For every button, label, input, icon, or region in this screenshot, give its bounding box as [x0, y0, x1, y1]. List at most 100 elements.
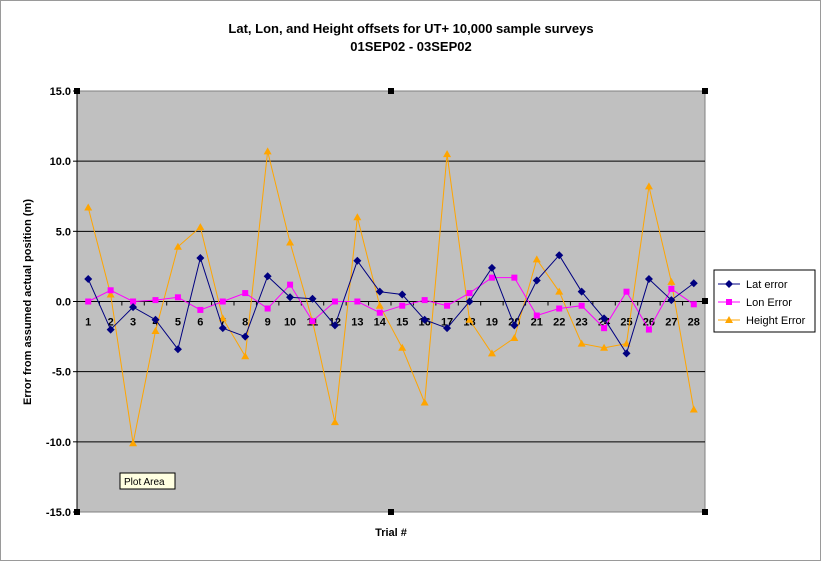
y-axis-title: Error from assumed actual position (m)	[22, 199, 34, 405]
data-point[interactable]	[106, 290, 115, 298]
data-point[interactable]	[375, 301, 384, 309]
data-point[interactable]	[556, 305, 563, 312]
data-point[interactable]	[510, 333, 519, 341]
data-point[interactable]	[399, 302, 406, 309]
data-point[interactable]	[309, 318, 316, 325]
data-point[interactable]	[286, 238, 295, 246]
data-point[interactable]	[421, 297, 428, 304]
data-point[interactable]	[667, 296, 676, 305]
data-point[interactable]	[151, 326, 160, 334]
data-point[interactable]	[644, 275, 653, 284]
data-point[interactable]	[487, 263, 496, 272]
legend-marker[interactable]	[725, 316, 733, 323]
data-point[interactable]	[555, 287, 564, 295]
data-point[interactable]	[577, 287, 586, 296]
data-point[interactable]	[308, 294, 317, 303]
data-point[interactable]	[623, 288, 630, 295]
data-point[interactable]	[129, 303, 138, 312]
data-point[interactable]	[420, 315, 429, 324]
selection-handle[interactable]	[74, 509, 80, 515]
legend-label: Lon Error	[746, 297, 792, 309]
data-point[interactable]	[241, 332, 250, 341]
data-point[interactable]	[376, 309, 383, 316]
data-point[interactable]	[196, 223, 205, 231]
data-point[interactable]	[241, 352, 250, 360]
data-point[interactable]	[353, 213, 362, 221]
data-point[interactable]	[197, 306, 204, 313]
selection-handle[interactable]	[388, 509, 394, 515]
data-point[interactable]	[218, 314, 227, 322]
data-point[interactable]	[533, 312, 540, 319]
data-point[interactable]	[398, 290, 407, 299]
data-point[interactable]	[84, 203, 93, 211]
data-point[interactable]	[219, 298, 226, 305]
data-point[interactable]	[690, 301, 697, 308]
data-point[interactable]	[510, 321, 519, 330]
data-point[interactable]	[532, 255, 541, 263]
data-point[interactable]	[645, 326, 652, 333]
data-point[interactable]	[444, 302, 451, 309]
data-point[interactable]	[398, 343, 407, 351]
data-point[interactable]	[689, 279, 698, 288]
data-point[interactable]	[465, 297, 474, 306]
data-point[interactable]	[129, 439, 138, 447]
legend-item[interactable]: Lon Error	[718, 297, 792, 309]
selection-handle[interactable]	[702, 509, 708, 515]
data-point[interactable]	[375, 287, 384, 296]
plot-area-selection-handles[interactable]	[74, 88, 708, 515]
data-point[interactable]	[286, 293, 295, 302]
data-point[interactable]	[130, 298, 137, 305]
data-point[interactable]	[443, 150, 452, 158]
legend[interactable]: Lat error Lon Error Height Error	[713, 269, 816, 333]
legend-marker[interactable]	[726, 299, 732, 305]
data-point[interactable]	[600, 314, 609, 323]
selection-handle[interactable]	[702, 88, 708, 94]
data-point[interactable]	[644, 182, 653, 190]
data-point[interactable]	[196, 253, 205, 262]
data-point[interactable]	[577, 339, 586, 347]
legend-marker[interactable]	[725, 280, 733, 288]
legend-item[interactable]: Height Error	[718, 315, 806, 327]
data-point[interactable]	[263, 147, 272, 155]
data-point[interactable]	[622, 339, 631, 347]
data-point[interactable]	[668, 285, 675, 292]
data-point[interactable]	[173, 242, 182, 250]
data-point[interactable]	[667, 277, 676, 285]
data-point[interactable]	[151, 315, 160, 324]
data-point[interactable]	[85, 298, 92, 305]
data-point[interactable]	[331, 298, 338, 305]
data-point[interactable]	[173, 345, 182, 354]
selection-handle[interactable]	[388, 88, 394, 94]
legend-item[interactable]: Lat error	[718, 279, 788, 291]
selection-handle[interactable]	[702, 298, 708, 304]
data-point[interactable]	[152, 297, 159, 304]
selection-handle[interactable]	[74, 88, 80, 94]
data-point[interactable]	[354, 298, 361, 305]
data-point[interactable]	[466, 290, 473, 297]
data-point[interactable]	[330, 418, 339, 426]
data-point[interactable]	[106, 325, 115, 334]
data-point[interactable]	[465, 315, 474, 323]
data-point[interactable]	[218, 324, 227, 333]
data-point[interactable]	[330, 321, 339, 330]
data-point[interactable]	[242, 290, 249, 297]
data-point[interactable]	[264, 305, 271, 312]
data-point[interactable]	[600, 343, 609, 351]
data-point[interactable]	[420, 398, 429, 406]
data-point[interactable]	[488, 274, 495, 281]
data-point[interactable]	[511, 274, 518, 281]
data-point[interactable]	[622, 349, 631, 358]
data-point[interactable]	[107, 287, 114, 294]
data-point[interactable]	[263, 272, 272, 281]
data-point[interactable]	[287, 281, 294, 288]
data-point[interactable]	[84, 275, 93, 284]
data-point[interactable]	[555, 251, 564, 260]
data-point[interactable]	[443, 324, 452, 333]
data-point[interactable]	[601, 325, 608, 332]
data-point[interactable]	[532, 276, 541, 285]
data-point[interactable]	[353, 256, 362, 265]
data-point[interactable]	[174, 294, 181, 301]
data-point[interactable]	[578, 302, 585, 309]
data-point[interactable]	[487, 349, 496, 357]
data-point[interactable]	[689, 405, 698, 413]
